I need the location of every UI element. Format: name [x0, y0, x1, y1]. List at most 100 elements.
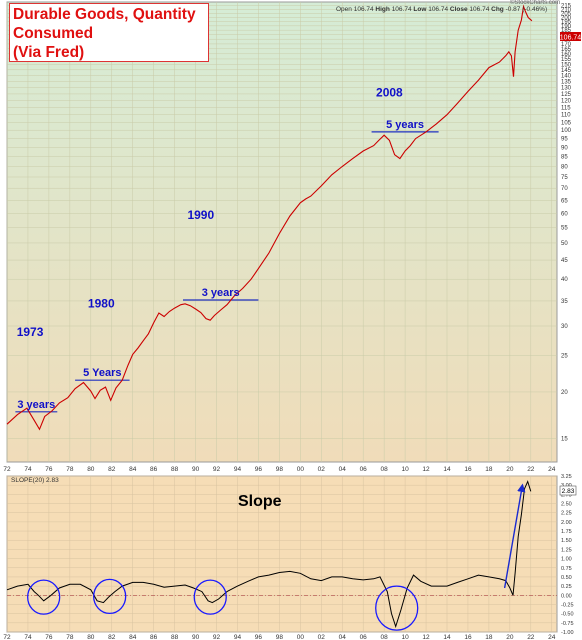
- x-tick-label: 72: [3, 466, 11, 473]
- main-y-tick-label: 140: [561, 74, 572, 80]
- main-y-tick-label: 170: [561, 42, 572, 48]
- slope-x-tick-label: 78: [66, 634, 74, 640]
- x-tick-label: 76: [45, 466, 53, 473]
- slope-x-tick-label: 86: [150, 634, 158, 640]
- chart-title-box: Durable Goods, Quantity Consumed (Via Fr…: [9, 3, 209, 62]
- slope-x-tick-label: 98: [276, 634, 284, 640]
- year-label: 1980: [88, 297, 115, 311]
- main-y-tick-label: 70: [561, 186, 568, 192]
- main-y-tick-label: 185: [561, 28, 572, 34]
- ohlc-readout: Open 106.74 High 106.74 Low 106.74 Close…: [336, 6, 547, 13]
- year-label: 2008: [376, 86, 403, 100]
- slope-x-tick-label: 82: [108, 634, 116, 640]
- main-y-tick-label: 195: [561, 20, 572, 26]
- slope-y-tick-label: 3.25: [561, 474, 572, 480]
- slope-x-tick-label: 72: [3, 634, 11, 640]
- x-tick-label: 02: [318, 466, 326, 473]
- slope-y-tick-label: 2.00: [561, 520, 572, 526]
- main-y-tick-label: 55: [561, 225, 568, 231]
- annotation-label: 3 years: [17, 399, 55, 411]
- main-y-tick-label: 80: [561, 165, 568, 171]
- stockcharts-watermark: ©StockCharts.com: [510, 0, 561, 6]
- main-y-tick-label: 130: [561, 86, 572, 92]
- high-value: 106.74: [391, 6, 412, 13]
- annotation-label: 5 Years: [83, 367, 121, 379]
- main-y-tick-label: 205: [561, 11, 572, 17]
- rise-arrow: [503, 483, 526, 589]
- slope-x-tick-label: 08: [381, 634, 389, 640]
- slope-last-value-box: [559, 485, 577, 496]
- chart-title-line-3: (Via Fred): [13, 44, 85, 61]
- slope-circles: [27, 578, 419, 631]
- slope-x-tick-label: 22: [527, 634, 535, 640]
- highlight-circle: [375, 585, 419, 631]
- main-y-tick-label: 155: [561, 57, 572, 63]
- main-y-tick-label: 50: [561, 241, 568, 247]
- slope-last-value-badge: 2.83: [559, 485, 577, 496]
- x-tick-label: 16: [464, 466, 472, 473]
- main-y-tick-label: 200: [561, 15, 572, 21]
- main-y-tick-label: 110: [561, 113, 571, 119]
- last-value-badge-text: 106.74: [560, 35, 582, 42]
- x-tick-label: 74: [24, 466, 32, 473]
- main-y-tick-label: 105: [561, 120, 572, 126]
- slope-x-tick-label: 14: [443, 634, 451, 640]
- main-y-tick-label: 75: [561, 175, 568, 181]
- year-label: 1973: [17, 325, 44, 339]
- close-value: 106.74: [469, 6, 490, 13]
- year-label: 1990: [187, 208, 214, 222]
- main-y-tick-label: 120: [561, 99, 572, 105]
- slope-x-tick-label: 88: [171, 634, 179, 640]
- slope-x-tick-label: 00: [297, 634, 305, 640]
- slope-panel-background: [6, 475, 558, 633]
- chart-title-line-1: Durable Goods, Quantity: [13, 6, 196, 23]
- main-y-tick-label: 35: [561, 299, 568, 305]
- x-tick-label: 92: [213, 466, 221, 473]
- high-label: High: [375, 6, 390, 13]
- x-tick-label: 14: [443, 466, 451, 473]
- slope-y-tick-label: 1.50: [561, 538, 572, 544]
- slope-x-tick-label: 92: [213, 634, 221, 640]
- main-panel-background: [6, 1, 558, 463]
- slope-y-tick-label: 1.75: [561, 529, 572, 535]
- main-y-tick-label: 95: [561, 137, 568, 143]
- open-label: Open: [336, 6, 352, 13]
- x-tick-label: 98: [276, 466, 284, 473]
- open-value: 106.74: [353, 6, 374, 13]
- x-tick-label: 10: [401, 466, 409, 473]
- slope-x-tick-label: 24: [548, 634, 556, 640]
- x-tick-label: 80: [87, 466, 95, 473]
- slope-x-tick-label: 04: [339, 634, 347, 640]
- annotation-label: 5 years: [386, 119, 424, 131]
- slope-y-tick-label: 2.25: [561, 511, 572, 517]
- slope-x-tick-label: 84: [129, 634, 137, 640]
- low-value: 106.74: [428, 6, 449, 13]
- main-y-tick-label: 165: [561, 47, 572, 53]
- highlight-circle: [193, 579, 227, 615]
- main-y-tick-label: 40: [561, 277, 568, 283]
- highlight-circle: [93, 578, 127, 615]
- main-y-tick-label: 160: [561, 52, 572, 58]
- x-tick-label: 06: [360, 466, 368, 473]
- x-tick-label: 78: [66, 466, 74, 473]
- chart-title-line-2: Consumed: [13, 25, 94, 42]
- slope-y-tick-label: 1.25: [561, 547, 572, 553]
- x-tick-label: 86: [150, 466, 158, 473]
- main-y-tick-label: 90: [561, 145, 568, 151]
- annotation-labels: 3 years 5 Years 3 years 5 years 1973 1980 1990…: [17, 86, 424, 411]
- x-tick-label: 00: [297, 466, 305, 473]
- main-y-tick-label: 85: [561, 155, 568, 161]
- slope-x-tick-label: 10: [401, 634, 409, 640]
- slope-x-tick-label: 16: [464, 634, 472, 640]
- slope-y-tick-label: -1.00: [561, 630, 574, 636]
- close-label: Close: [449, 6, 468, 13]
- highlight-circle: [27, 579, 61, 615]
- slope-y-tick-label: -0.75: [561, 621, 574, 627]
- x-tick-label: 90: [192, 466, 200, 473]
- main-y-tick-label: 45: [561, 258, 568, 264]
- x-tick-label: 88: [171, 466, 179, 473]
- main-y-tick-label: 15: [561, 437, 568, 443]
- x-tick-label: 18: [485, 466, 493, 473]
- x-axis: 72 72 74 74 76 76 78 78 80 80 82 82 84 84 86 86 88 88 90 90…: [3, 466, 555, 640]
